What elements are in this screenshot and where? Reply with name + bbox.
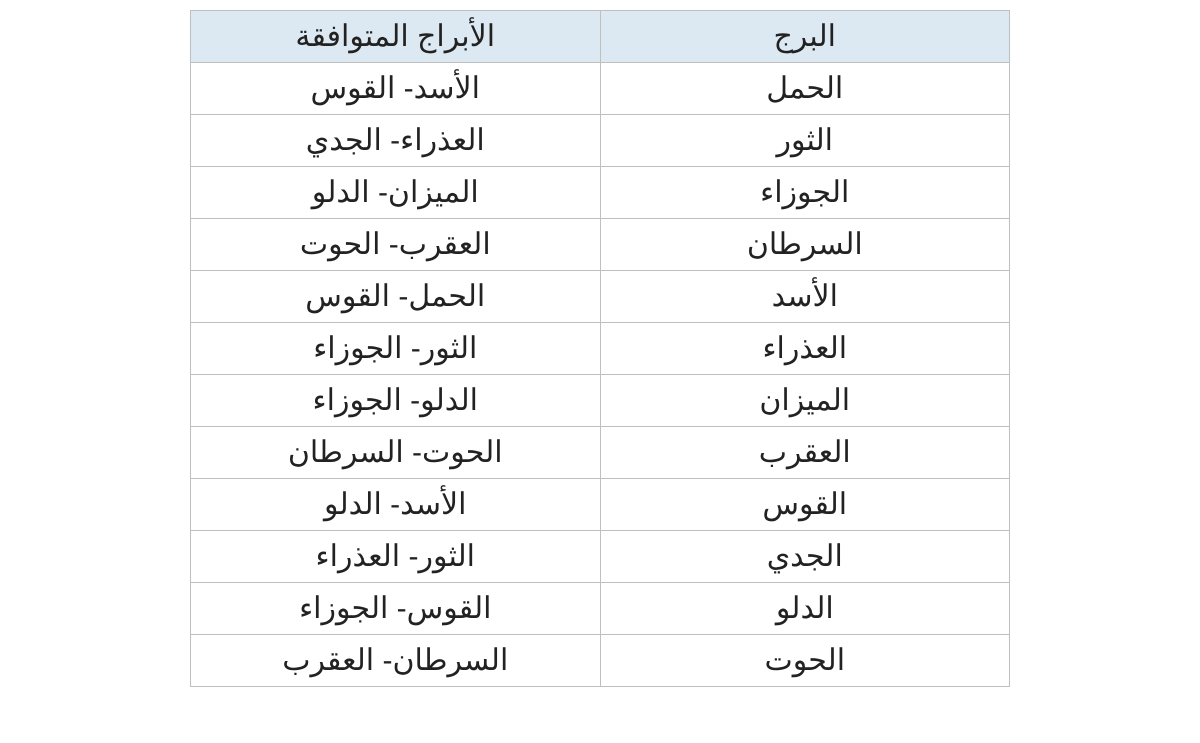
table-row: الأسد الحمل- القوس (191, 271, 1010, 323)
cell-sign: الأسد (600, 271, 1010, 323)
table-body: الحمل الأسد- القوس الثور العذراء- الجدي … (191, 63, 1010, 687)
cell-sign: السرطان (600, 219, 1010, 271)
cell-sign: الدلو (600, 583, 1010, 635)
cell-sign: الجدي (600, 531, 1010, 583)
table-row: السرطان العقرب- الحوت (191, 219, 1010, 271)
zodiac-compatibility-table: البرج الأبراج المتوافقة الحمل الأسد- الق… (190, 10, 1010, 687)
cell-sign: الحوت (600, 635, 1010, 687)
table-header-row: البرج الأبراج المتوافقة (191, 11, 1010, 63)
table-row: الجوزاء الميزان- الدلو (191, 167, 1010, 219)
cell-sign: العقرب (600, 427, 1010, 479)
cell-compatible: العذراء- الجدي (191, 115, 601, 167)
cell-compatible: الدلو- الجوزاء (191, 375, 601, 427)
cell-sign: الميزان (600, 375, 1010, 427)
cell-sign: العذراء (600, 323, 1010, 375)
cell-compatible: الثور- الجوزاء (191, 323, 601, 375)
cell-sign: القوس (600, 479, 1010, 531)
table-row: الحمل الأسد- القوس (191, 63, 1010, 115)
table-row: الميزان الدلو- الجوزاء (191, 375, 1010, 427)
cell-sign: الجوزاء (600, 167, 1010, 219)
table-row: العقرب الحوت- السرطان (191, 427, 1010, 479)
table-row: القوس الأسد- الدلو (191, 479, 1010, 531)
table-row: الجدي الثور- العذراء (191, 531, 1010, 583)
cell-sign: الثور (600, 115, 1010, 167)
table-row: الثور العذراء- الجدي (191, 115, 1010, 167)
cell-compatible: الأسد- القوس (191, 63, 601, 115)
column-header-compatible: الأبراج المتوافقة (191, 11, 601, 63)
cell-compatible: الحمل- القوس (191, 271, 601, 323)
cell-compatible: الحوت- السرطان (191, 427, 601, 479)
cell-compatible: الميزان- الدلو (191, 167, 601, 219)
cell-sign: الحمل (600, 63, 1010, 115)
cell-compatible: الثور- العذراء (191, 531, 601, 583)
cell-compatible: السرطان- العقرب (191, 635, 601, 687)
cell-compatible: العقرب- الحوت (191, 219, 601, 271)
cell-compatible: الأسد- الدلو (191, 479, 601, 531)
table-row: الحوت السرطان- العقرب (191, 635, 1010, 687)
zodiac-compatibility-table-container: البرج الأبراج المتوافقة الحمل الأسد- الق… (190, 10, 1010, 687)
column-header-sign: البرج (600, 11, 1010, 63)
table-row: العذراء الثور- الجوزاء (191, 323, 1010, 375)
table-row: الدلو القوس- الجوزاء (191, 583, 1010, 635)
cell-compatible: القوس- الجوزاء (191, 583, 601, 635)
